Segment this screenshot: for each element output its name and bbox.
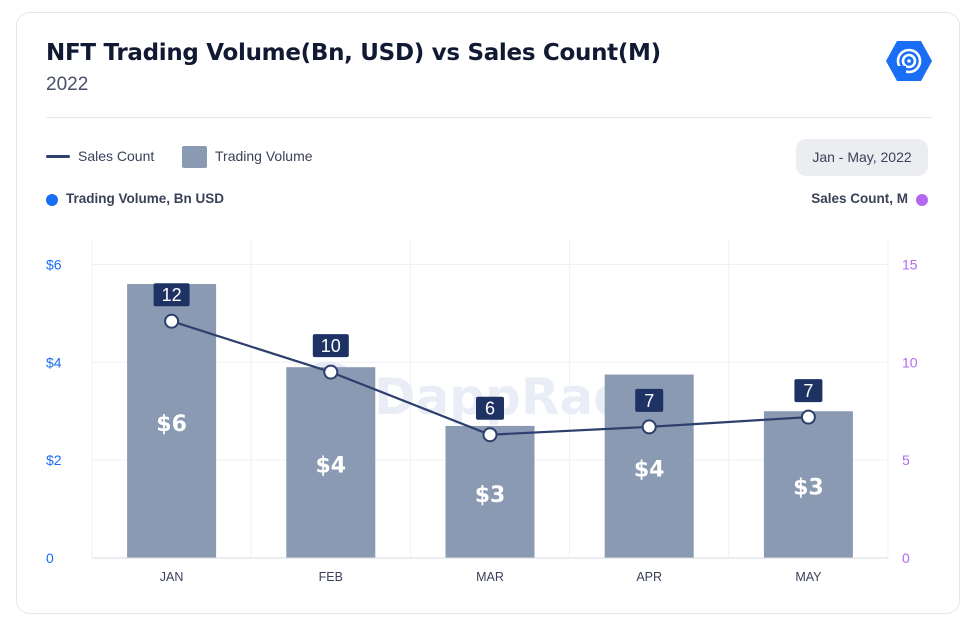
bar-may: [763, 411, 853, 558]
y-right-tick-label: 15: [902, 256, 918, 272]
sales-count-label: 6: [485, 399, 495, 419]
chart-subtitle: 2022: [46, 74, 89, 95]
legend-line-swatch: [46, 155, 70, 158]
bar-value-label: $3: [475, 483, 506, 508]
left-axis-dot-icon: [46, 194, 58, 206]
sales-count-label-box: [312, 334, 349, 358]
sales-count-label-box: [635, 388, 664, 412]
y-left-tick-label: $2: [46, 452, 62, 468]
x-tick-label: JAN: [160, 570, 184, 584]
x-tick-label: MAY: [795, 570, 822, 584]
sales-count-point: [164, 313, 180, 329]
bar-value-label: $6: [156, 412, 187, 437]
sales-count-label: 10: [321, 336, 341, 356]
header-divider: [46, 117, 932, 118]
y-left-tick-label: 0: [46, 550, 54, 566]
y-right-tick-label: 0: [902, 550, 910, 566]
y-left-tick-label: $4: [46, 354, 62, 370]
sales-count-label-box: [476, 396, 504, 420]
legend-bar-swatch: [182, 146, 207, 168]
date-range-button[interactable]: Jan - May, 2022: [796, 139, 928, 176]
sales-count-label: 7: [644, 391, 654, 411]
right-axis-dot-icon: [916, 194, 928, 206]
x-tick-label: FEB: [319, 570, 343, 584]
bar-value-label: $4: [634, 457, 665, 482]
chart-title: NFT Trading Volume(Bn, USD) vs Sales Cou…: [46, 40, 661, 66]
sales-count-point: [641, 419, 657, 435]
x-tick-label: MAR: [476, 570, 504, 584]
right-axis-title: Sales Count, M: [811, 191, 908, 206]
legend-sales-count[interactable]: Sales Count: [78, 148, 155, 164]
y-right-tick-label: 5: [902, 452, 910, 468]
sales-count-label: 7: [803, 381, 813, 401]
bar-mar: [445, 425, 535, 558]
bar-value-label: $3: [793, 476, 824, 501]
sales-count-label-box: [794, 379, 823, 403]
sales-count-point: [482, 427, 498, 443]
sales-count-label: 12: [162, 285, 182, 305]
sales-count-point: [800, 409, 816, 425]
dappradar-logo-icon: [886, 41, 932, 81]
sales-count-label-box: [153, 283, 190, 307]
bar-value-label: $4: [315, 454, 346, 479]
x-tick-label: APR: [636, 570, 662, 584]
left-axis-title: Trading Volume, Bn USD: [66, 191, 225, 206]
y-right-tick-label: 10: [902, 354, 918, 370]
legend-trading-volume[interactable]: Trading Volume: [215, 148, 313, 164]
y-left-tick-label: $6: [46, 256, 62, 272]
bar-feb: [286, 367, 376, 558]
sales-count-point: [323, 364, 339, 380]
